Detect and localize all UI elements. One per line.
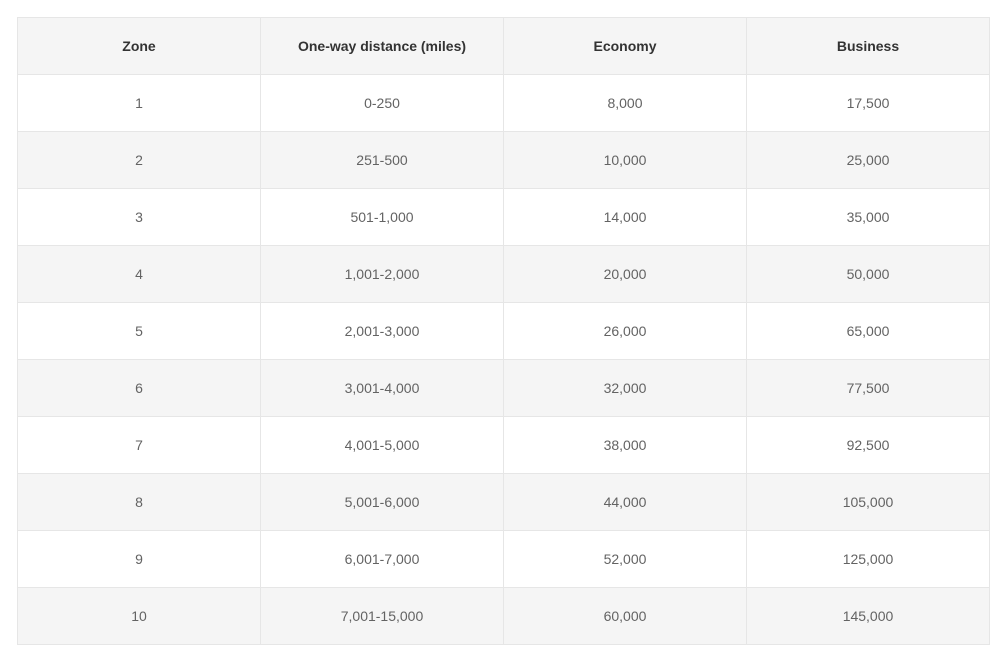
table-cell: 10 xyxy=(17,587,261,645)
column-header-economy: Economy xyxy=(503,17,747,75)
table-cell: 5 xyxy=(17,302,261,360)
table-cell: 92,500 xyxy=(746,416,990,474)
table-cell: 7,001-15,000 xyxy=(260,587,504,645)
table-cell: 6,001-7,000 xyxy=(260,530,504,588)
column-header-business: Business xyxy=(746,17,990,75)
table-cell: 25,000 xyxy=(746,131,990,189)
table-cell: 251-500 xyxy=(260,131,504,189)
table-cell: 2,001-3,000 xyxy=(260,302,504,360)
table-row: 7 4,001-5,000 38,000 92,500 xyxy=(17,416,990,474)
table-cell: 52,000 xyxy=(503,530,747,588)
table-row: 8 5,001-6,000 44,000 105,000 xyxy=(17,473,990,531)
column-header-one-way-distance-miles: One-way distance (miles) xyxy=(260,17,504,75)
table-row: 5 2,001-3,000 26,000 65,000 xyxy=(17,302,990,360)
table-cell: 1 xyxy=(17,74,261,132)
table-cell: 145,000 xyxy=(746,587,990,645)
table-cell: 3 xyxy=(17,188,261,246)
table-cell: 14,000 xyxy=(503,188,747,246)
table-cell: 60,000 xyxy=(503,587,747,645)
table-cell: 17,500 xyxy=(746,74,990,132)
table-cell: 26,000 xyxy=(503,302,747,360)
table-cell: 6 xyxy=(17,359,261,417)
table-cell: 5,001-6,000 xyxy=(260,473,504,531)
table-cell: 3,001-4,000 xyxy=(260,359,504,417)
table-header: Zone One-way distance (miles) Economy Busin… xyxy=(17,17,990,75)
column-header-zone: Zone xyxy=(17,17,261,75)
table-cell: 38,000 xyxy=(503,416,747,474)
table-cell: 2 xyxy=(17,131,261,189)
table-row: 1 0-250 8,000 17,500 xyxy=(17,74,990,132)
table-cell: 1,001-2,000 xyxy=(260,245,504,303)
table-cell: 8,000 xyxy=(503,74,747,132)
table-cell: 77,500 xyxy=(746,359,990,417)
table-row: 9 6,001-7,000 52,000 125,000 xyxy=(17,530,990,588)
table-cell: 8 xyxy=(17,473,261,531)
award-chart-table: Zone One-way distance (miles) Economy Busin… xyxy=(17,17,990,645)
table-body: 1 0-250 8,000 17,500 2 251-500 10,000 25,000 3 50… xyxy=(17,74,990,645)
table-row: 3 501-1,000 14,000 35,000 xyxy=(17,188,990,246)
table-cell: 105,000 xyxy=(746,473,990,531)
table-cell: 4 xyxy=(17,245,261,303)
table-row: 4 1,001-2,000 20,000 50,000 xyxy=(17,245,990,303)
table-cell: 7 xyxy=(17,416,261,474)
table-cell: 35,000 xyxy=(746,188,990,246)
table-row: 10 7,001-15,000 60,000 145,000 xyxy=(17,587,990,645)
table-cell: 10,000 xyxy=(503,131,747,189)
table-cell: 20,000 xyxy=(503,245,747,303)
table-header-row: Zone One-way distance (miles) Economy Busin… xyxy=(17,17,990,75)
table-row: 2 251-500 10,000 25,000 xyxy=(17,131,990,189)
table-cell: 65,000 xyxy=(746,302,990,360)
table-cell: 4,001-5,000 xyxy=(260,416,504,474)
table-cell: 50,000 xyxy=(746,245,990,303)
table-cell: 44,000 xyxy=(503,473,747,531)
table-cell: 125,000 xyxy=(746,530,990,588)
table-row: 6 3,001-4,000 32,000 77,500 xyxy=(17,359,990,417)
table-cell: 9 xyxy=(17,530,261,588)
table-cell: 32,000 xyxy=(503,359,747,417)
table-cell: 501-1,000 xyxy=(260,188,504,246)
table-cell: 0-250 xyxy=(260,74,504,132)
